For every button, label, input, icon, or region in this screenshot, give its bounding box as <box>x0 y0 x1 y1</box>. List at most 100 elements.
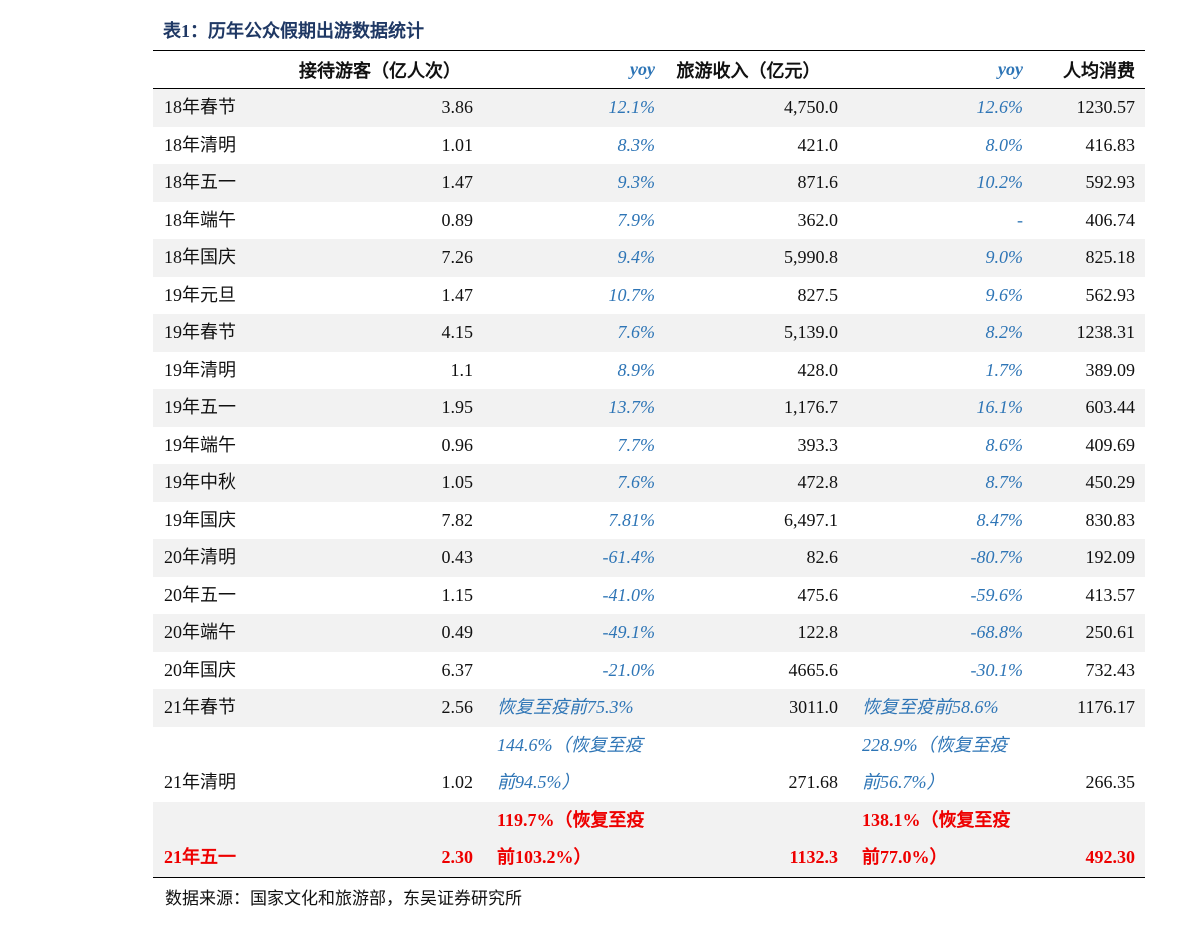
table-cell: -21.0% <box>602 659 656 680</box>
table-cell: 192.09 <box>1025 539 1145 577</box>
table-cell: 1.01 <box>441 134 474 155</box>
table-cell: -68.8% <box>840 614 1025 652</box>
table-cell: 12.1% <box>475 88 657 127</box>
data-table: 接待游客（亿人次） yoy 旅游收入（亿元） yoy 人均消费 18年春节 3.86 12.… <box>153 50 1145 878</box>
table-cell: 5,139.0 <box>657 314 840 352</box>
table-cell: -41.0% <box>602 584 656 605</box>
table-cell: 1176.17 <box>1025 689 1145 727</box>
table-cell: 7.81% <box>608 509 656 530</box>
table-cell: 4.15 <box>285 314 475 352</box>
table-cell: -61.4% <box>475 539 657 577</box>
table-cell: 0.43 <box>285 539 475 577</box>
table-cell: 362.0 <box>797 209 839 230</box>
header-row: 接待游客（亿人次） yoy 旅游收入（亿元） yoy 人均消费 <box>153 50 1145 89</box>
table-cell: 4,750.0 <box>657 88 840 127</box>
table-cell: 472.8 <box>657 464 840 502</box>
table-cell: 0.96 <box>441 434 474 455</box>
table-cell: 10.7% <box>608 284 656 305</box>
table-row: 21年清明 1.02 144.6%（恢复至疫前94.5%） 271.68 228.9%（… <box>153 727 1145 802</box>
table-cell: 20年清明 <box>153 539 285 577</box>
table-cell: 603.44 <box>1025 389 1145 427</box>
table-cell: 恢复至疫前58.6% <box>840 689 1025 727</box>
table-row: 18年清明 1.01 8.3% 421.0 8.0% 416.83 <box>153 127 1145 165</box>
table-cell: 228.9%（恢复至疫前56.7%） <box>862 734 1008 793</box>
table-cell: 1132.3 <box>657 801 840 877</box>
table-row: 21年五一 2.30 119.7%（恢复至疫前103.2%） 1132.3 138.1%… <box>153 801 1145 877</box>
table-cell: 13.7% <box>475 389 657 427</box>
table-cell: 3011.0 <box>657 689 840 727</box>
table-row: 18年春节 3.86 12.1% 4,750.0 12.6% 1230.57 <box>153 88 1145 127</box>
table-cell: 406.74 <box>1085 209 1136 230</box>
table-cell: 8.0% <box>985 134 1024 155</box>
table-cell: 413.57 <box>1085 584 1136 605</box>
table-cell: 18年清明 <box>164 134 236 155</box>
table-cell: 1.95 <box>285 389 475 427</box>
source-note: 数据来源：国家文化和旅游部，东吴证券研究所 <box>165 889 522 908</box>
table-cell: 10.2% <box>840 164 1025 202</box>
table-cell: 18年国庆 <box>153 239 285 277</box>
table-cell: -80.7% <box>840 539 1025 577</box>
table-cell: -49.1% <box>475 614 657 652</box>
table-cell: 825.18 <box>1025 239 1145 277</box>
table-cell: 20年五一 <box>164 584 236 605</box>
header-cell: yoy <box>840 50 1025 89</box>
table-row: 20年端午 0.49 -49.1% 122.8 -68.8% 250.61 <box>153 614 1145 652</box>
table-row: 20年五一 1.15 -41.0% 475.6 -59.6% 413.57 <box>153 577 1145 615</box>
table-cell: 8.2% <box>840 314 1025 352</box>
table-cell: 393.3 <box>797 434 839 455</box>
table-cell: 827.5 <box>797 284 839 305</box>
table-cell: 19年清明 <box>164 359 236 380</box>
table-row: 19年五一 1.95 13.7% 1,176.7 16.1% 603.44 <box>153 389 1145 427</box>
table-cell: -30.1% <box>970 659 1024 680</box>
table-cell: 1.47 <box>285 164 475 202</box>
table-cell: 19年国庆 <box>164 509 236 530</box>
table-cell: 7.9% <box>617 209 656 230</box>
table-row: 20年清明 0.43 -61.4% 82.6 -80.7% 192.09 <box>153 539 1145 577</box>
table-cell: 1.05 <box>285 464 475 502</box>
table-cell: 7.6% <box>475 464 657 502</box>
table-cell: 8.3% <box>617 134 656 155</box>
table-cell: 1.15 <box>441 584 474 605</box>
table-cell: 16.1% <box>840 389 1025 427</box>
table-cell: 9.4% <box>475 239 657 277</box>
table-row: 19年中秋 1.05 7.6% 472.8 8.7% 450.29 <box>153 464 1145 502</box>
table-cell: 3.86 <box>285 88 475 127</box>
table-row: 18年端午 0.89 7.9% 362.0 - 406.74 <box>153 202 1145 240</box>
table-cell: 9.3% <box>475 164 657 202</box>
table-cell: 12.6% <box>840 88 1025 127</box>
table-cell: 7.82 <box>441 509 474 530</box>
table-cell: 409.69 <box>1085 434 1136 455</box>
table-cell: 6.37 <box>441 659 474 680</box>
table-cell: 21年春节 <box>153 689 285 727</box>
table-cell: 428.0 <box>797 359 839 380</box>
table-cell: - <box>1017 209 1023 230</box>
table-row: 18年五一 1.47 9.3% 871.6 10.2% 592.93 <box>153 164 1145 202</box>
header-cell: 旅游收入（亿元） <box>657 50 840 89</box>
table-cell: 144.6%（恢复至疫前94.5%） <box>497 734 643 793</box>
table-cell: 830.83 <box>1085 509 1136 530</box>
table-cell: 871.6 <box>657 164 840 202</box>
table-cell: 492.30 <box>1025 801 1145 877</box>
table-cell: 19年元旦 <box>164 284 236 305</box>
table-cell: 250.61 <box>1025 614 1145 652</box>
table-cell: 20年端午 <box>153 614 285 652</box>
table-cell: 19年五一 <box>153 389 285 427</box>
table-cell: 122.8 <box>657 614 840 652</box>
table-cell: 19年春节 <box>153 314 285 352</box>
table-cell: 7.26 <box>285 239 475 277</box>
table-cell: 8.6% <box>985 434 1024 455</box>
table-cell: 1238.31 <box>1025 314 1145 352</box>
table-cell: 9.0% <box>840 239 1025 277</box>
table-cell: 1.1 <box>450 359 474 380</box>
header-cell: 接待游客（亿人次） <box>285 50 475 89</box>
table-cell: 592.93 <box>1025 164 1145 202</box>
table-cell: 2.56 <box>285 689 475 727</box>
header-cell: 人均消费 <box>1025 50 1145 89</box>
table-row: 19年端午 0.96 7.7% 393.3 8.6% 409.69 <box>153 427 1145 465</box>
table-cell: 0.89 <box>441 209 474 230</box>
table-cell: 562.93 <box>1085 284 1136 305</box>
table-cell: 19年端午 <box>164 434 236 455</box>
table-cell: 450.29 <box>1025 464 1145 502</box>
table-row: 19年清明 1.1 8.9% 428.0 1.7% 389.09 <box>153 352 1145 390</box>
